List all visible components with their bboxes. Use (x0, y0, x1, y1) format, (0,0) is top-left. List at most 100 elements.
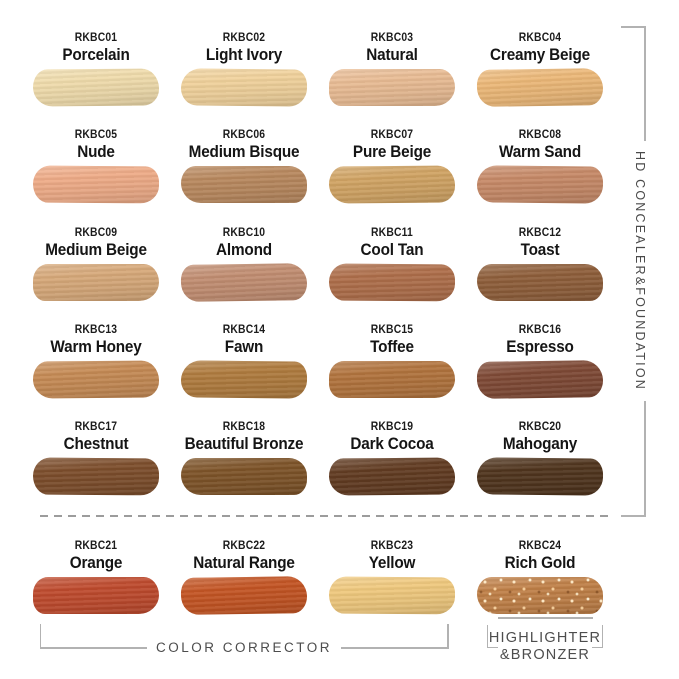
shade-code: RKBC03 (370, 32, 414, 44)
shade-cell: RKBC20 Mahogany (466, 409, 614, 506)
shade-name: Creamy Beige (490, 45, 590, 64)
shade-code: RKBC10 (222, 226, 266, 239)
shade-cell: RKBC07 Pure Beige (318, 117, 466, 214)
shade-name: Natural Range (193, 553, 295, 572)
shade-swatch (329, 69, 455, 106)
shade-cell: RKBC16 Espresso (466, 312, 614, 409)
shade-code: RKBC22 (222, 540, 266, 552)
shade-code: RKBC12 (518, 226, 562, 239)
shade-cell: RKBC17 Chestnut (22, 409, 170, 506)
shade-code: RKBC11 (371, 226, 413, 239)
shade-cell: RKBC12 Toast (466, 215, 614, 312)
shade-cell: RKBC06 Medium Bisque (170, 117, 318, 214)
shade-cell: RKBC02 Light Ivory (170, 20, 318, 117)
shade-name: Natural (366, 45, 418, 64)
shade-swatch (476, 457, 604, 496)
shade-name: Fawn (224, 336, 264, 356)
color-corrector-label: COLOR CORRECTOR (146, 640, 341, 656)
shade-code: RKBC21 (74, 540, 118, 552)
shade-name: Orange (69, 553, 123, 572)
shade-swatch (180, 360, 308, 399)
shade-swatch (476, 360, 604, 399)
shade-name: Toffee (370, 336, 414, 356)
highlighter-bracket-left-corner-vertical (486, 625, 489, 648)
shade-swatch (329, 360, 455, 398)
shade-name: Espresso (506, 336, 574, 356)
shade-swatch (328, 457, 456, 496)
shade-code: RKBC04 (518, 32, 562, 44)
shade-cell: RKBC13 Warm Honey (22, 312, 170, 409)
highlighter-bracket-top-bar (498, 617, 593, 619)
shade-cell: RKBC19 Dark Cocoa (318, 409, 466, 506)
shade-cell: RKBC09 Medium Beige (22, 215, 170, 312)
shade-swatch (180, 68, 308, 107)
shade-swatch (32, 360, 160, 399)
shade-code: RKBC02 (222, 32, 266, 44)
shade-swatch (328, 263, 456, 302)
shade-name: Porcelain (62, 45, 130, 64)
shade-name: Medium Bisque (188, 142, 300, 162)
shade-swatch (476, 165, 604, 204)
shade-code: RKBC09 (74, 226, 118, 239)
shade-name: Pure Beige (352, 142, 432, 162)
shade-code: RKBC13 (74, 323, 118, 336)
shade-swatch (32, 457, 160, 496)
shade-code: RKBC08 (518, 129, 562, 142)
corrector-highlighter-grid: RKBC21 Orange RKBC22 Natural Range RKBC2… (22, 528, 614, 615)
shade-swatch (32, 68, 160, 107)
shade-code: RKBC16 (518, 323, 562, 336)
shade-name: Yellow (368, 553, 416, 572)
shade-code: RKBC01 (74, 32, 118, 44)
shade-swatch (181, 458, 307, 496)
right-bracket-top-tick (621, 26, 645, 28)
shade-cell: RKBC01 Porcelain (22, 20, 170, 117)
concealer-foundation-grid: RKBC01 Porcelain RKBC02 Light Ivory RKBC… (22, 20, 614, 506)
shade-swatch (32, 165, 160, 204)
concealer-foundation-label: HD CONCEALER&FOUNDATION (633, 141, 647, 401)
shade-name: Mahogany (502, 434, 578, 454)
shade-cell: RKBC05 Nude (22, 117, 170, 214)
shade-cell: RKBC15 Toffee (318, 312, 466, 409)
shade-code: RKBC07 (370, 129, 414, 142)
shade-code: RKBC20 (518, 421, 562, 434)
shade-code: RKBC06 (222, 129, 266, 142)
shade-cell: RKBC23 Yellow (318, 528, 466, 615)
shade-cell: RKBC10 Almond (170, 215, 318, 312)
shade-name: Dark Cocoa (350, 434, 434, 454)
shade-code: RKBC17 (74, 421, 118, 434)
shade-name: Beautiful Bronze (184, 434, 304, 454)
shade-cell: RKBC03 Natural (318, 20, 466, 117)
color-corrector-bracket-left-tick (39, 624, 42, 649)
shade-cell: RKBC18 Beautiful Bronze (170, 409, 318, 506)
shade-name: Medium Beige (45, 239, 147, 259)
shade-swatch (477, 577, 603, 614)
shade-code: RKBC14 (222, 323, 266, 336)
shade-swatch (180, 262, 308, 302)
section-divider-dashed-line (40, 515, 610, 517)
color-corrector-label-wrap: COLOR CORRECTOR (40, 640, 448, 656)
shade-cell: RKBC11 Cool Tan (318, 215, 466, 312)
shade-swatch (476, 68, 604, 107)
shade-name: Nude (77, 142, 115, 162)
shade-name: Light Ivory (205, 45, 283, 64)
shade-name: Chestnut (63, 434, 129, 454)
shade-swatch (328, 576, 456, 615)
shade-code: RKBC18 (222, 421, 266, 434)
shade-cell: RKBC21 Orange (22, 528, 170, 614)
color-corrector-bracket-right-tick (447, 624, 449, 649)
highlighter-bracket-left-corner-horizontal (486, 646, 498, 649)
shade-swatch (180, 576, 308, 615)
shade-name: Rich Gold (504, 553, 576, 572)
shade-name: Toast (520, 239, 560, 259)
shade-cell: RKBC22 Natural Range (170, 528, 318, 615)
shade-swatch (181, 166, 307, 204)
shade-code: RKBC23 (370, 540, 414, 552)
shade-swatch (477, 263, 603, 301)
shade-name: Almond (216, 239, 272, 259)
highlighter-bracket-right-corner-horizontal (592, 646, 603, 649)
highlighter-label-line1: HIGHLIGHTER (488, 630, 602, 646)
shade-cell: RKBC08 Warm Sand (466, 117, 614, 214)
shade-code: RKBC15 (370, 323, 414, 336)
shade-code: RKBC05 (74, 129, 118, 142)
